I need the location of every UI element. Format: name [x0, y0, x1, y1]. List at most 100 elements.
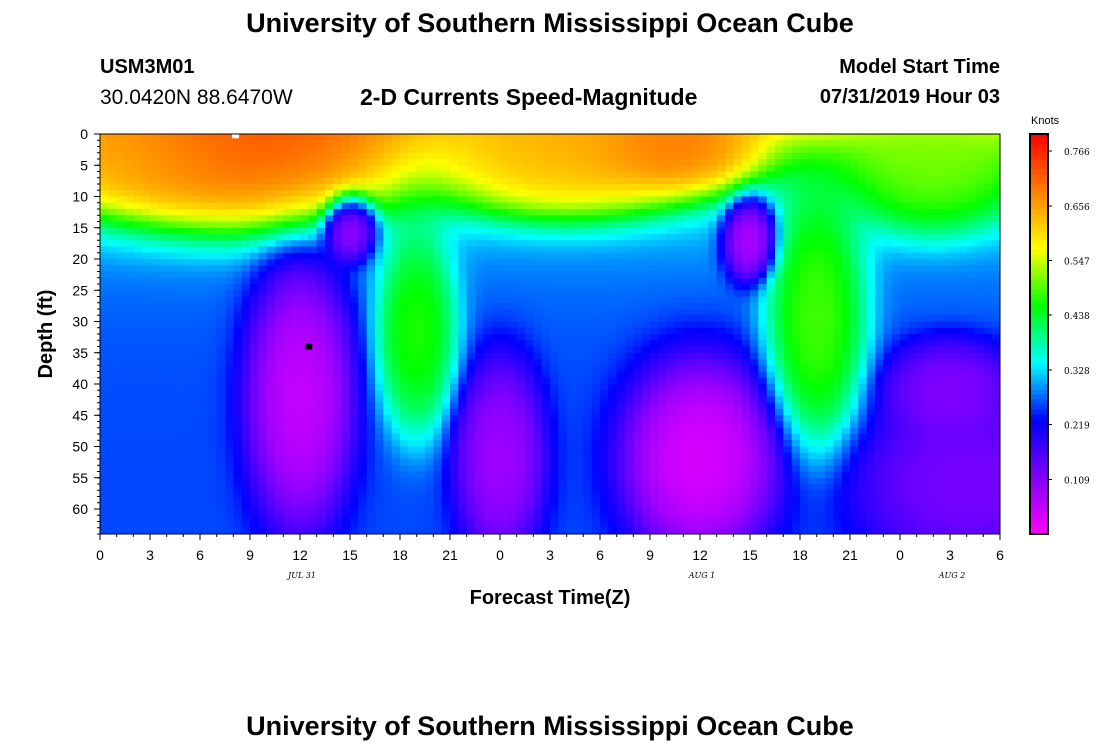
heatmap-cell: [400, 277, 409, 285]
heatmap-cell: [725, 221, 734, 229]
heatmap-cell: [816, 296, 826, 304]
heatmap-cell: [433, 240, 443, 248]
heatmap-cell: [358, 284, 368, 291]
heatmap-cell: [483, 340, 493, 348]
heatmap-cell: [200, 265, 209, 273]
heatmap-cell: [583, 246, 593, 254]
heatmap-cell: [833, 384, 843, 391]
heatmap-cell: [775, 396, 784, 404]
speed-heatmap: [100, 134, 1000, 534]
heatmap-cell: [541, 240, 551, 248]
heatmap-cell: [591, 371, 601, 379]
heatmap-cell: [991, 234, 1000, 241]
heatmap-cell: [158, 221, 168, 229]
heatmap-cell: [566, 352, 576, 360]
heatmap-cell: [908, 159, 918, 166]
heatmap-cell: [208, 134, 218, 141]
heatmap-cell: [875, 134, 884, 141]
heatmap-cell: [191, 271, 201, 279]
heatmap-cell: [216, 209, 226, 216]
heatmap-cell: [375, 240, 384, 248]
heatmap-cell: [725, 346, 734, 354]
heatmap-cell: [675, 309, 684, 316]
heatmap-cell: [866, 184, 876, 191]
heatmap-cell: [866, 309, 876, 316]
heatmap-cell: [100, 309, 109, 316]
heatmap-cell: [775, 384, 784, 391]
heatmap-cell: [458, 365, 468, 373]
heatmap-cell: [175, 309, 184, 316]
heatmap-cell: [191, 309, 201, 316]
heatmap-cell: [325, 265, 334, 273]
heatmap-cell: [808, 234, 818, 241]
heatmap-cell: [316, 259, 326, 266]
heatmap-cell: [125, 271, 134, 279]
heatmap-cell: [383, 209, 393, 216]
heatmap-cell: [908, 252, 918, 260]
heatmap-cell: [458, 165, 468, 173]
heatmap-cell: [641, 215, 651, 223]
heatmap-cell: [833, 309, 843, 316]
heatmap-cell: [483, 146, 493, 154]
heatmap-cell: [533, 409, 543, 416]
heatmap-cell: [475, 202, 484, 210]
heatmap-cell: [708, 365, 718, 373]
heatmap-cell: [108, 184, 118, 191]
heatmap-cell: [500, 340, 509, 348]
heatmap-cell: [491, 196, 501, 204]
heatmap-cell: [816, 377, 826, 385]
heatmap-cell: [591, 246, 601, 254]
heatmap-cell: [450, 271, 459, 279]
heatmap-cell: [108, 421, 118, 429]
heatmap-cell: [991, 290, 1000, 298]
heatmap-cell: [450, 365, 459, 373]
heatmap-cell: [750, 140, 759, 148]
heatmap-cell: [166, 277, 176, 285]
heatmap-cell: [283, 302, 293, 310]
heatmap-cell: [458, 202, 468, 210]
heatmap-cell: [575, 296, 584, 304]
heatmap-cell: [641, 202, 651, 210]
heatmap-cell: [200, 352, 209, 360]
heatmap-cell: [333, 146, 343, 154]
heatmap-cell: [683, 265, 693, 273]
heatmap-cell: [841, 352, 851, 360]
heatmap-cell: [958, 296, 968, 304]
heatmap-cell: [816, 240, 826, 248]
heatmap-cell: [700, 215, 709, 223]
heatmap-cell: [591, 146, 601, 154]
heatmap-cell: [825, 377, 834, 385]
heatmap-cell: [625, 346, 634, 354]
heatmap-cell: [791, 302, 801, 310]
heatmap-cell: [575, 265, 584, 273]
heatmap-cell: [300, 352, 309, 360]
heatmap-cell: [591, 334, 601, 341]
heatmap-cell: [358, 384, 368, 391]
heatmap-cell: [491, 377, 501, 385]
heatmap-cell: [875, 402, 884, 410]
heatmap-cell: [758, 390, 768, 398]
heatmap-cell: [208, 277, 218, 285]
heatmap-cell: [550, 134, 559, 141]
heatmap-cell: [875, 346, 884, 354]
heatmap-cell: [250, 252, 259, 260]
heatmap-cell: [375, 315, 384, 323]
heatmap-cell: [733, 371, 743, 379]
heatmap-cell: [725, 396, 734, 404]
heatmap-cell: [475, 352, 484, 360]
heatmap-cell: [441, 396, 451, 404]
heatmap-cell: [191, 277, 201, 285]
heatmap-cell: [691, 346, 701, 354]
heatmap-cell: [650, 334, 659, 341]
heatmap-cell: [450, 340, 459, 348]
heatmap-cell: [641, 140, 651, 148]
heatmap-cell: [850, 296, 859, 304]
heatmap-cell: [200, 140, 209, 148]
heatmap-cell: [425, 190, 434, 198]
heatmap-cell: [866, 134, 876, 141]
heatmap-cell: [425, 346, 434, 354]
heatmap-cell: [125, 409, 134, 416]
heatmap-cell: [875, 309, 884, 316]
heatmap-cell: [300, 321, 309, 329]
heatmap-cell: [166, 340, 176, 348]
